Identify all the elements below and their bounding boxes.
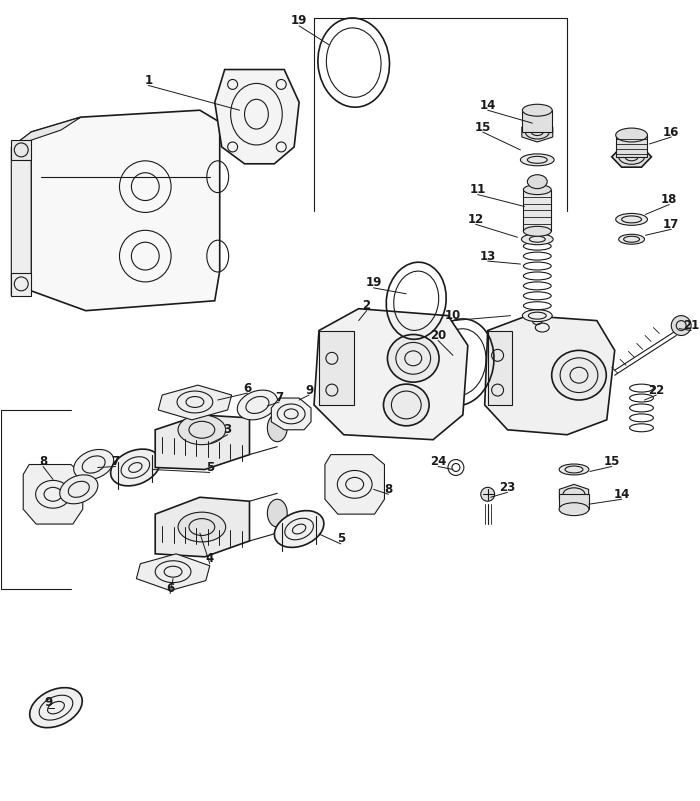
Text: 8: 8 bbox=[39, 455, 47, 468]
Ellipse shape bbox=[524, 227, 551, 236]
Polygon shape bbox=[559, 494, 589, 509]
Polygon shape bbox=[488, 331, 512, 405]
Text: 4: 4 bbox=[206, 553, 214, 566]
Text: 16: 16 bbox=[663, 126, 680, 139]
Polygon shape bbox=[158, 385, 232, 420]
Text: 3: 3 bbox=[223, 423, 232, 437]
Ellipse shape bbox=[619, 234, 645, 244]
Ellipse shape bbox=[520, 154, 554, 166]
Text: 7: 7 bbox=[111, 455, 120, 468]
Polygon shape bbox=[11, 140, 32, 160]
Ellipse shape bbox=[616, 128, 648, 142]
Text: 19: 19 bbox=[365, 276, 382, 289]
Ellipse shape bbox=[237, 390, 278, 420]
Ellipse shape bbox=[481, 487, 495, 501]
Polygon shape bbox=[522, 111, 552, 132]
Ellipse shape bbox=[552, 350, 606, 400]
Polygon shape bbox=[616, 135, 648, 157]
Text: 12: 12 bbox=[468, 213, 484, 226]
Ellipse shape bbox=[522, 104, 552, 116]
Text: 21: 21 bbox=[683, 319, 699, 332]
Ellipse shape bbox=[60, 475, 98, 504]
Text: 20: 20 bbox=[430, 329, 446, 342]
Polygon shape bbox=[524, 190, 551, 231]
Polygon shape bbox=[314, 308, 468, 440]
Polygon shape bbox=[11, 117, 80, 147]
Polygon shape bbox=[32, 111, 220, 311]
Text: 8: 8 bbox=[384, 483, 393, 496]
Ellipse shape bbox=[178, 415, 225, 445]
Text: 10: 10 bbox=[444, 309, 461, 322]
Ellipse shape bbox=[111, 449, 160, 486]
Polygon shape bbox=[522, 122, 553, 142]
Text: 14: 14 bbox=[613, 488, 630, 501]
Text: 14: 14 bbox=[480, 99, 496, 112]
Polygon shape bbox=[325, 455, 384, 514]
Ellipse shape bbox=[267, 414, 287, 441]
Text: 22: 22 bbox=[648, 384, 664, 396]
Ellipse shape bbox=[671, 316, 691, 336]
Polygon shape bbox=[136, 553, 210, 590]
Text: 13: 13 bbox=[480, 250, 496, 263]
Ellipse shape bbox=[74, 449, 113, 480]
Polygon shape bbox=[155, 497, 249, 557]
Text: 5: 5 bbox=[206, 461, 214, 474]
Text: 5: 5 bbox=[337, 533, 345, 545]
Ellipse shape bbox=[387, 335, 439, 382]
Polygon shape bbox=[11, 273, 32, 296]
Ellipse shape bbox=[524, 185, 551, 195]
Text: 6: 6 bbox=[244, 381, 251, 395]
Ellipse shape bbox=[178, 512, 225, 542]
Text: 11: 11 bbox=[470, 183, 486, 196]
Ellipse shape bbox=[29, 687, 83, 727]
Polygon shape bbox=[23, 465, 83, 524]
Text: 18: 18 bbox=[661, 193, 678, 206]
Ellipse shape bbox=[522, 234, 553, 244]
Ellipse shape bbox=[267, 499, 287, 527]
Polygon shape bbox=[215, 70, 299, 164]
Polygon shape bbox=[319, 331, 354, 405]
Text: 19: 19 bbox=[291, 14, 307, 27]
Text: 9: 9 bbox=[305, 384, 313, 396]
Text: 17: 17 bbox=[663, 218, 680, 231]
Polygon shape bbox=[155, 415, 249, 469]
Ellipse shape bbox=[616, 213, 648, 225]
Ellipse shape bbox=[527, 175, 547, 188]
Text: 7: 7 bbox=[275, 391, 284, 404]
Polygon shape bbox=[484, 316, 615, 435]
Ellipse shape bbox=[522, 310, 552, 322]
Text: 2: 2 bbox=[363, 300, 371, 312]
Polygon shape bbox=[272, 398, 311, 430]
Polygon shape bbox=[612, 147, 652, 167]
Polygon shape bbox=[559, 485, 589, 504]
Polygon shape bbox=[11, 132, 32, 296]
Text: 24: 24 bbox=[430, 455, 446, 468]
Ellipse shape bbox=[384, 384, 429, 426]
Text: 9: 9 bbox=[44, 696, 52, 709]
Text: 15: 15 bbox=[603, 455, 620, 468]
Text: 1: 1 bbox=[144, 74, 153, 87]
Ellipse shape bbox=[559, 464, 589, 475]
Ellipse shape bbox=[559, 503, 589, 516]
Text: 15: 15 bbox=[475, 121, 491, 134]
Text: 6: 6 bbox=[166, 582, 174, 595]
Ellipse shape bbox=[274, 510, 324, 547]
Text: 23: 23 bbox=[499, 481, 516, 494]
